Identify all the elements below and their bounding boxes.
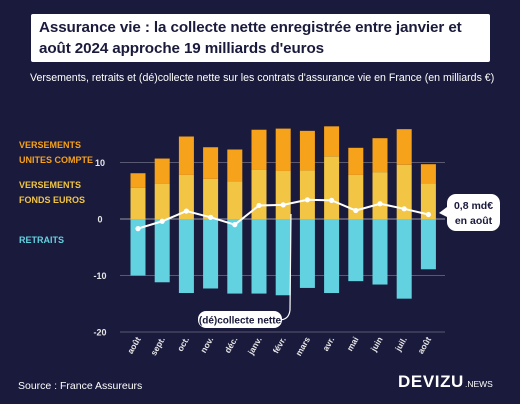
title-box: Assurance vie : la collecte nette enregi…	[31, 14, 490, 62]
legend-uc-line1: VERSEMENTS	[19, 140, 82, 150]
net-point	[159, 218, 165, 224]
decollecte-label: (dé)collecte nette	[199, 316, 282, 327]
bar-fonds-euros	[275, 170, 291, 219]
bar-uc	[178, 136, 194, 175]
bar-fonds-euros	[154, 183, 170, 219]
source-note: Source : France Assureurs	[18, 380, 143, 392]
bar-retraits	[251, 219, 267, 294]
bar-retraits	[348, 219, 364, 282]
brand-sub: .NEWS	[464, 379, 493, 389]
net-point	[183, 208, 189, 214]
net-point	[401, 206, 407, 212]
legend-fe-line1: VERSEMENTS	[19, 180, 82, 190]
bar-uc	[203, 147, 219, 179]
callout-box	[447, 194, 500, 231]
y-tick-labels: -20 -10 0 10	[93, 158, 106, 338]
bar-fonds-euros	[372, 172, 388, 219]
net-point	[304, 197, 310, 203]
bar-retraits	[299, 219, 315, 288]
bar-retraits	[130, 219, 146, 276]
bar-uc	[396, 129, 412, 165]
bar-uc	[324, 126, 340, 157]
bar-uc	[130, 173, 146, 188]
bar-retraits	[420, 219, 436, 270]
net-point	[208, 214, 214, 220]
net-point	[256, 202, 262, 209]
x-tick-label: juin	[368, 335, 385, 354]
bar-retraits	[324, 219, 340, 294]
x-tick-label: oct.	[175, 335, 191, 353]
net-point	[425, 211, 431, 218]
decollecte-label-box	[198, 311, 282, 328]
brand-main: DEVIZU	[398, 372, 464, 391]
x-tick-label: janv.	[245, 335, 264, 357]
bar-uc	[299, 130, 315, 171]
x-tick-label: août	[415, 335, 433, 356]
legend-uc: VERSEMENTS UNITES COMPTE	[19, 138, 93, 168]
net-point	[135, 226, 141, 232]
net-point	[329, 197, 335, 203]
bar-retraits	[372, 219, 388, 285]
legend-fonds-euros: VERSEMENTS FONDS EUROS	[19, 178, 85, 208]
net-point	[353, 207, 359, 214]
x-tick-label: juil.	[392, 335, 408, 354]
net-line-group	[135, 197, 431, 232]
bar-fonds-euros	[299, 170, 315, 219]
bar-uc	[275, 128, 291, 171]
y-tick-label: 0	[97, 215, 102, 225]
x-tick-label: mai	[345, 335, 361, 353]
x-tick-label: mars	[293, 335, 312, 358]
bar-fonds-euros	[178, 174, 194, 219]
x-tick-label: sept.	[148, 335, 167, 357]
legend-fe-line2: FONDS EUROS	[19, 195, 86, 205]
callout-pointer	[439, 207, 447, 217]
chart-subtitle: Versements, retraits et (dé)collecte net…	[30, 72, 495, 84]
net-point	[232, 222, 238, 228]
net-point	[280, 202, 286, 208]
x-tick-label: août	[125, 335, 143, 356]
bar-uc	[420, 164, 436, 184]
bar-fonds-euros	[396, 164, 412, 219]
legend-uc-line2: UNITES COMPTE	[19, 155, 94, 165]
legend-retraits: RETRAITS	[19, 235, 64, 245]
bar-fonds-euros	[203, 178, 219, 219]
bar-uc	[372, 138, 388, 173]
bar-uc	[251, 129, 267, 170]
bar-retraits	[178, 219, 194, 294]
x-tick-labels: août sept. oct. nov. déc. janv. févr. mars avr. m…	[125, 335, 433, 358]
x-tick-label: déc.	[222, 335, 239, 355]
chart-title: Assurance vie : la collecte nette enregi…	[39, 19, 462, 57]
bar-retraits	[154, 219, 170, 283]
bar-retraits	[203, 219, 219, 289]
bar-fonds-euros	[227, 181, 243, 219]
callout-line2: en août	[455, 215, 493, 227]
bar-retraits	[275, 219, 291, 296]
x-tick-label: févr.	[271, 335, 288, 355]
y-tick-label: -10	[93, 271, 106, 281]
bar-fonds-euros	[130, 187, 146, 219]
bar-uc	[154, 158, 170, 184]
bar-fonds-euros	[251, 169, 267, 219]
bar-uc	[348, 147, 364, 175]
y-tick-label: -20	[93, 328, 106, 338]
x-tick-label: nov.	[198, 335, 215, 355]
bar-uc	[227, 149, 243, 182]
net-point	[377, 201, 383, 207]
bar-fonds-euros	[420, 183, 436, 219]
bar-fonds-euros	[324, 156, 340, 219]
y-tick-label: 10	[95, 158, 105, 168]
bar-retraits	[396, 219, 412, 299]
bars	[130, 126, 436, 299]
brand-logo: DEVIZU.NEWS	[398, 372, 493, 392]
annotations: (dé)collecte nette 0,8 md€ en août	[198, 194, 500, 328]
bar-retraits	[227, 219, 243, 294]
x-tick-label: avr.	[320, 335, 336, 353]
callout-line1: 0,8 md€	[454, 200, 493, 212]
